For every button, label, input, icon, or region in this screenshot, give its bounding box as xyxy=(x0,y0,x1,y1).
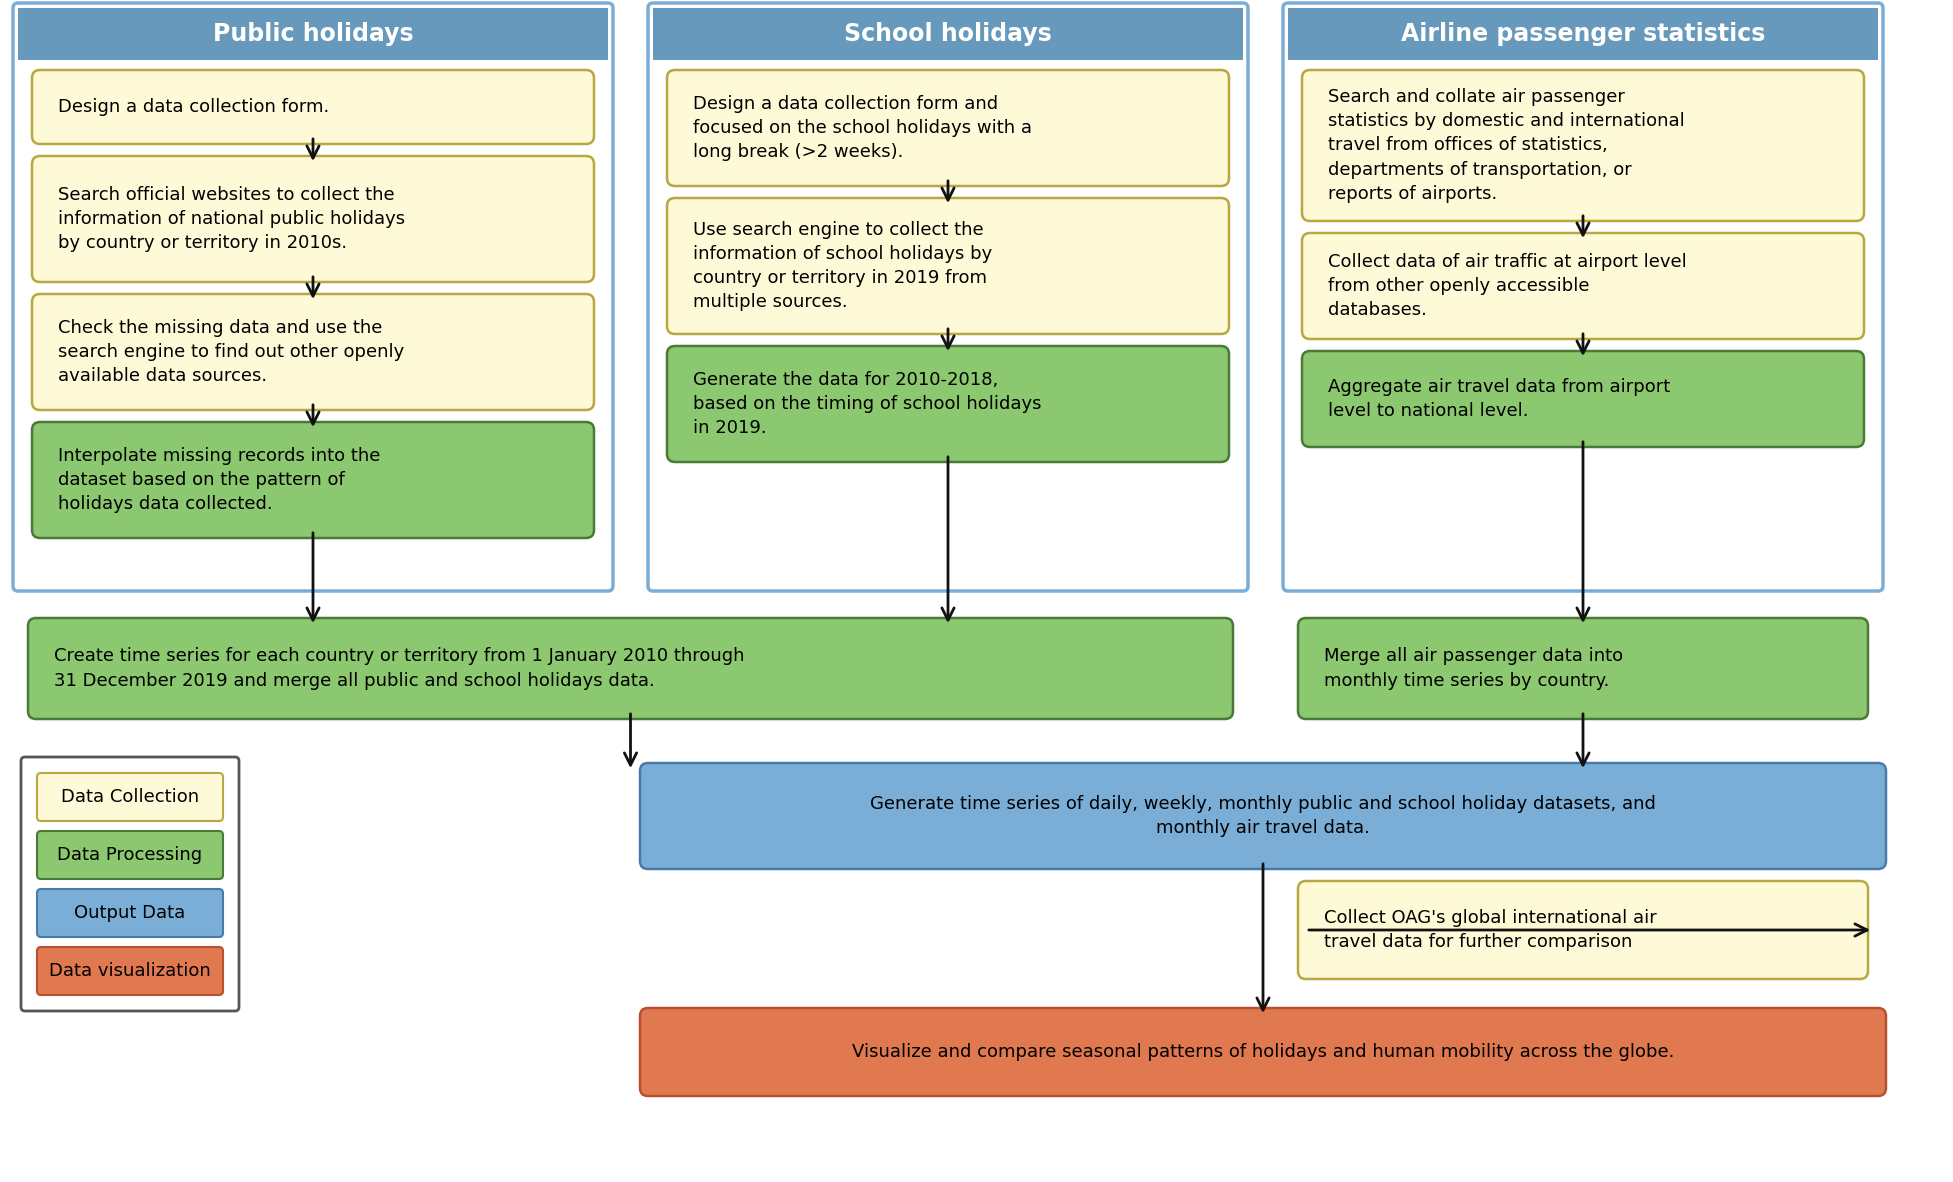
FancyBboxPatch shape xyxy=(668,70,1228,186)
FancyBboxPatch shape xyxy=(1303,233,1863,339)
Text: Check the missing data and use the
search engine to find out other openly
availa: Check the missing data and use the searc… xyxy=(59,319,404,385)
Text: Visualize and compare seasonal patterns of holidays and human mobility across th: Visualize and compare seasonal patterns … xyxy=(852,1043,1674,1061)
FancyBboxPatch shape xyxy=(1283,4,1883,591)
FancyBboxPatch shape xyxy=(31,422,594,538)
Text: Generate the data for 2010-2018,
based on the timing of school holidays
in 2019.: Generate the data for 2010-2018, based o… xyxy=(693,371,1041,437)
Text: Data visualization: Data visualization xyxy=(49,962,211,980)
FancyBboxPatch shape xyxy=(31,294,594,410)
Text: Search and collate air passenger
statistics by domestic and international
travel: Search and collate air passenger statist… xyxy=(1328,87,1685,203)
Text: Airline passenger statistics: Airline passenger statistics xyxy=(1400,22,1766,46)
Text: Data Processing: Data Processing xyxy=(57,846,203,864)
FancyBboxPatch shape xyxy=(37,947,223,995)
Text: Design a data collection form and
focused on the school holidays with a
long bre: Design a data collection form and focuse… xyxy=(693,95,1031,161)
Text: Generate time series of daily, weekly, monthly public and school holiday dataset: Generate time series of daily, weekly, m… xyxy=(871,794,1656,837)
FancyBboxPatch shape xyxy=(21,756,238,1011)
Text: Design a data collection form.: Design a data collection form. xyxy=(59,98,330,116)
Text: Collect data of air traffic at airport level
from other openly accessible
databa: Collect data of air traffic at airport l… xyxy=(1328,253,1687,319)
FancyBboxPatch shape xyxy=(668,346,1228,462)
Text: Use search engine to collect the
information of school holidays by
country or te: Use search engine to collect the informa… xyxy=(693,221,992,311)
FancyBboxPatch shape xyxy=(37,831,223,879)
FancyBboxPatch shape xyxy=(641,1008,1887,1096)
Text: Output Data: Output Data xyxy=(74,904,186,922)
FancyBboxPatch shape xyxy=(1303,351,1863,447)
Text: Interpolate missing records into the
dataset based on the pattern of
holidays da: Interpolate missing records into the dat… xyxy=(59,447,381,513)
FancyBboxPatch shape xyxy=(1299,618,1867,719)
FancyBboxPatch shape xyxy=(37,889,223,937)
FancyBboxPatch shape xyxy=(31,156,594,282)
FancyBboxPatch shape xyxy=(1303,70,1863,221)
FancyBboxPatch shape xyxy=(652,8,1242,60)
Text: Data Collection: Data Collection xyxy=(61,788,199,806)
FancyBboxPatch shape xyxy=(1299,881,1867,979)
FancyBboxPatch shape xyxy=(648,4,1248,591)
Text: Aggregate air travel data from airport
level to national level.: Aggregate air travel data from airport l… xyxy=(1328,378,1670,420)
FancyBboxPatch shape xyxy=(18,8,607,60)
FancyBboxPatch shape xyxy=(668,199,1228,335)
FancyBboxPatch shape xyxy=(641,764,1887,869)
Text: Create time series for each country or territory from 1 January 2010 through
31 : Create time series for each country or t… xyxy=(55,648,744,689)
Text: Merge all air passenger data into
monthly time series by country.: Merge all air passenger data into monthl… xyxy=(1324,648,1623,689)
FancyBboxPatch shape xyxy=(14,4,613,591)
Text: Public holidays: Public holidays xyxy=(213,22,414,46)
Text: School holidays: School holidays xyxy=(844,22,1053,46)
Text: Collect OAG's global international air
travel data for further comparison: Collect OAG's global international air t… xyxy=(1324,909,1656,952)
FancyBboxPatch shape xyxy=(27,618,1232,719)
FancyBboxPatch shape xyxy=(31,70,594,144)
FancyBboxPatch shape xyxy=(1287,8,1879,60)
FancyBboxPatch shape xyxy=(37,773,223,821)
Text: Search official websites to collect the
information of national public holidays
: Search official websites to collect the … xyxy=(59,186,404,252)
